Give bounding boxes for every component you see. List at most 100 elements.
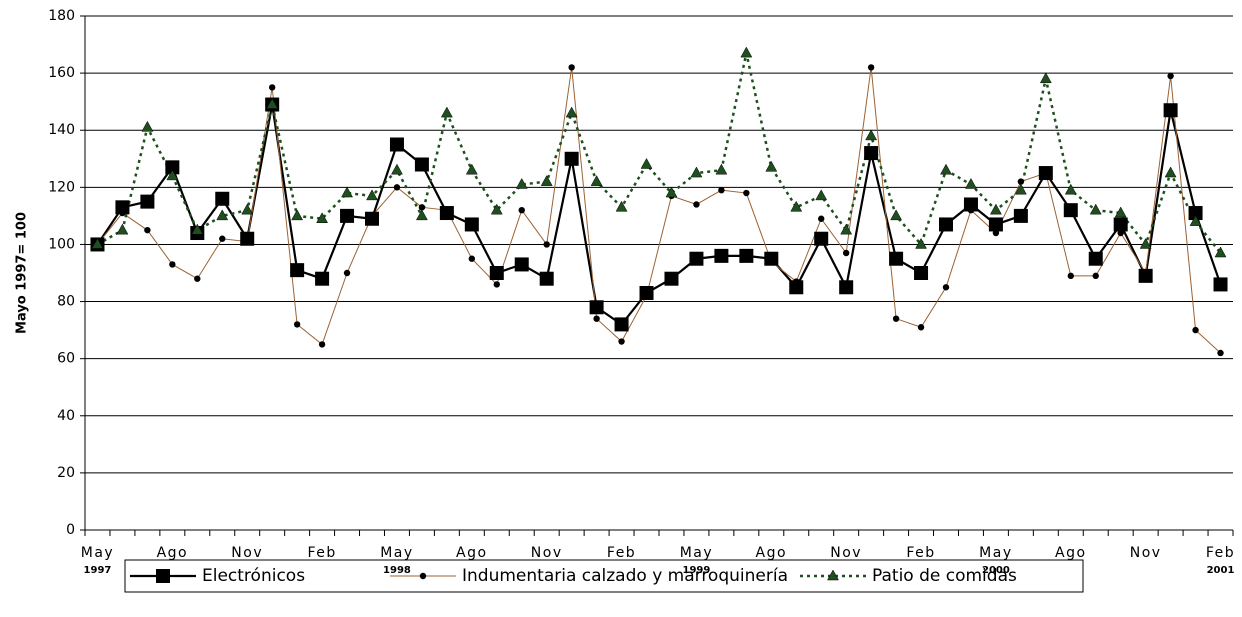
year-label: 1998 <box>383 565 411 576</box>
marker <box>743 189 750 197</box>
marker <box>839 280 854 295</box>
marker <box>115 200 130 215</box>
marker <box>818 215 825 222</box>
marker <box>988 217 1003 232</box>
marker <box>815 189 828 201</box>
marker <box>715 163 728 175</box>
marker <box>640 157 653 169</box>
marker <box>590 175 603 186</box>
marker <box>1192 326 1199 334</box>
marker <box>539 271 554 286</box>
year-label: 1999 <box>683 565 711 576</box>
marker <box>393 184 401 191</box>
marker <box>793 278 800 285</box>
y-tick-label: 160 <box>48 65 75 81</box>
marker <box>493 281 500 288</box>
marker <box>514 257 529 272</box>
marker <box>219 235 226 242</box>
marker <box>465 163 478 175</box>
marker <box>268 84 276 91</box>
marker <box>765 160 778 172</box>
marker <box>892 315 900 322</box>
y-tick-label: 80 <box>57 294 75 310</box>
marker <box>1067 272 1074 280</box>
marker <box>690 166 703 178</box>
marker <box>1042 169 1050 177</box>
marker <box>840 223 853 235</box>
marker <box>842 249 850 257</box>
x-tick-label: Nov <box>531 545 563 561</box>
marker <box>1092 272 1099 280</box>
marker <box>366 189 378 201</box>
marker <box>166 169 179 181</box>
marker <box>156 569 170 583</box>
marker <box>389 137 404 152</box>
marker <box>814 231 829 246</box>
marker <box>140 194 155 209</box>
marker <box>589 300 604 315</box>
marker <box>1139 237 1152 249</box>
marker <box>1017 178 1025 185</box>
marker <box>343 269 351 277</box>
marker <box>865 129 878 141</box>
marker <box>518 206 525 214</box>
series-line <box>96 104 1222 326</box>
marker <box>490 203 503 215</box>
marker <box>216 209 229 221</box>
marker <box>593 315 600 322</box>
series-line <box>96 52 1222 254</box>
marker <box>1188 206 1203 221</box>
marker <box>967 206 975 214</box>
marker <box>1167 72 1174 80</box>
marker <box>191 223 204 235</box>
marker <box>1214 246 1227 258</box>
marker <box>965 177 977 189</box>
x-tick-label: Ago <box>1055 545 1087 561</box>
marker <box>643 292 650 300</box>
y-tick-label: 140 <box>48 122 75 138</box>
marker <box>141 120 154 132</box>
marker <box>244 238 251 245</box>
legend-box <box>124 559 1084 593</box>
x-tick-label: Feb <box>607 545 636 561</box>
x-tick-label: Ago <box>456 545 488 561</box>
marker <box>689 251 704 266</box>
x-tick-label: Nov <box>830 545 862 561</box>
marker <box>414 157 429 172</box>
marker <box>739 248 754 263</box>
marker <box>1063 203 1078 218</box>
marker <box>266 98 279 109</box>
marker <box>789 280 804 295</box>
legend-label: Electrónicos <box>202 566 305 586</box>
marker <box>1117 229 1124 237</box>
marker <box>91 237 104 249</box>
marker <box>415 209 428 221</box>
marker <box>1039 72 1052 84</box>
marker <box>291 209 304 221</box>
x-tick-label: Ago <box>756 545 788 561</box>
year-label: 2001 <box>1207 565 1235 576</box>
marker <box>1114 206 1127 218</box>
marker <box>318 341 326 348</box>
marker <box>714 248 729 263</box>
marker <box>1164 166 1177 178</box>
x-tick-label: Nov <box>231 545 263 561</box>
marker <box>665 186 678 198</box>
marker <box>1014 183 1027 195</box>
y-tick-label: 100 <box>48 236 75 252</box>
marker <box>341 186 353 198</box>
marker <box>1013 208 1028 223</box>
marker <box>915 237 927 249</box>
marker <box>1163 103 1178 118</box>
marker <box>368 212 376 220</box>
year-label: 2000 <box>982 565 1010 576</box>
marker <box>564 151 579 166</box>
marker <box>1217 349 1224 357</box>
marker <box>939 217 953 232</box>
y-tick-label: 0 <box>66 522 75 538</box>
x-tick-label: May <box>680 545 713 561</box>
marker <box>1142 269 1149 277</box>
marker <box>989 203 1002 215</box>
marker <box>664 271 679 286</box>
marker <box>1064 183 1077 195</box>
